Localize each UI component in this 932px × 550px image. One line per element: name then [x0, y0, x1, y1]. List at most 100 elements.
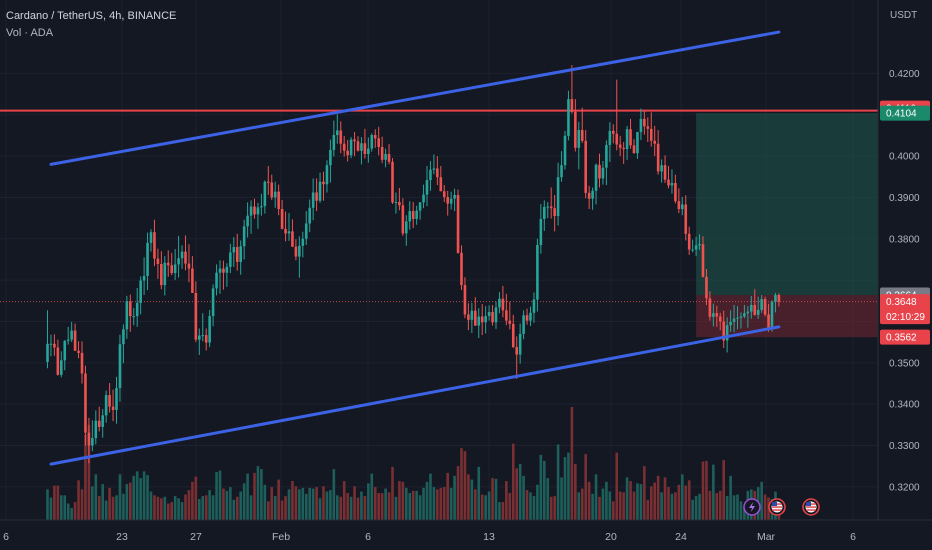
candle-body	[353, 139, 356, 142]
volume-bar	[377, 493, 380, 520]
candle	[681, 197, 684, 216]
volume-bar	[342, 481, 346, 520]
candle	[163, 256, 167, 296]
candle	[670, 169, 674, 194]
volume-bar	[594, 474, 598, 520]
candle-body	[246, 215, 249, 227]
volume-bar	[222, 488, 225, 520]
long-position-tool[interactable]	[696, 113, 878, 338]
volume-bar	[256, 466, 260, 520]
volume-bar	[291, 481, 294, 520]
candle	[132, 307, 136, 326]
volume-bar	[698, 493, 701, 520]
candle	[242, 219, 246, 260]
candle	[694, 236, 698, 257]
candle-body	[653, 140, 656, 144]
candle-body	[273, 191, 277, 198]
candle	[532, 292, 536, 323]
candle	[608, 122, 612, 162]
volume-bar	[543, 460, 546, 520]
candle-body	[536, 244, 539, 300]
candle-body	[239, 246, 242, 262]
volume-bar	[270, 487, 274, 520]
channel-lower-trendline[interactable]	[49, 325, 781, 466]
candle	[463, 277, 467, 319]
time-tick-label: Feb	[272, 531, 290, 543]
volume-bar	[277, 479, 280, 520]
volume-bar	[208, 490, 211, 520]
candle-body	[56, 347, 60, 375]
candle	[746, 306, 750, 328]
us-flag-event-icon[interactable]	[802, 498, 820, 516]
us-flag-event-icon[interactable]	[768, 498, 786, 516]
volume-bar	[60, 495, 63, 520]
candle	[653, 125, 656, 157]
candle-body	[101, 415, 104, 427]
volume-bar	[743, 508, 746, 520]
time-axis[interactable]	[0, 520, 932, 550]
event-markers[interactable]	[743, 498, 820, 516]
volume-bar	[598, 496, 601, 520]
time-tick-label: 23	[116, 531, 128, 543]
candle-body	[408, 211, 412, 222]
candle	[439, 166, 443, 192]
volume-bar	[332, 469, 336, 520]
volume-bar	[674, 492, 677, 520]
candle	[394, 192, 398, 214]
candle-body	[584, 140, 587, 193]
candle	[60, 351, 63, 378]
candle	[239, 240, 242, 275]
volume-bar	[73, 502, 77, 520]
volume-bar	[460, 448, 463, 520]
volume-bar	[584, 454, 587, 520]
candle-body	[556, 177, 560, 217]
candle	[643, 110, 646, 135]
position-profit-zone[interactable]	[696, 113, 878, 296]
candle	[329, 139, 332, 183]
candle	[656, 130, 660, 175]
volume-bar	[691, 499, 694, 520]
channel-upper-trendline[interactable]	[49, 30, 781, 166]
candle	[508, 301, 512, 330]
volume-bar	[235, 496, 239, 520]
candle	[170, 252, 173, 276]
candle	[187, 244, 191, 283]
candle	[453, 188, 456, 212]
candle	[160, 251, 163, 290]
candle	[101, 409, 104, 438]
candle	[405, 215, 408, 246]
candle	[256, 202, 260, 229]
candle-body	[135, 302, 139, 317]
price-label-stop: 0.3562	[880, 329, 930, 345]
price-axis[interactable]	[878, 0, 932, 550]
volume-bar	[363, 496, 367, 520]
candle	[191, 256, 194, 293]
candle	[470, 302, 474, 334]
candle-body	[339, 130, 343, 144]
candle	[118, 334, 122, 402]
candle	[760, 295, 763, 313]
candle	[225, 263, 229, 287]
candle-body	[215, 272, 218, 289]
candle	[763, 296, 767, 317]
candle	[284, 211, 287, 242]
volume-legend[interactable]: Vol · ADA	[6, 27, 54, 39]
candle-body	[387, 154, 391, 162]
candle-body	[191, 268, 194, 293]
lightning-event-icon[interactable]	[743, 498, 761, 516]
candle	[146, 232, 149, 291]
candle-body	[153, 232, 156, 259]
candle	[84, 365, 87, 446]
candle	[422, 184, 425, 209]
candle	[129, 294, 132, 332]
volume-bar	[204, 495, 208, 520]
candle	[591, 187, 594, 210]
candle	[522, 310, 525, 340]
candle-body	[511, 323, 515, 348]
symbol-legend[interactable]: Cardano / TetherUS, 4h, BINANCE	[6, 10, 177, 22]
candle	[698, 234, 701, 250]
volume-bar	[380, 493, 384, 520]
volume-bar	[284, 496, 287, 520]
candle-body	[436, 168, 439, 178]
